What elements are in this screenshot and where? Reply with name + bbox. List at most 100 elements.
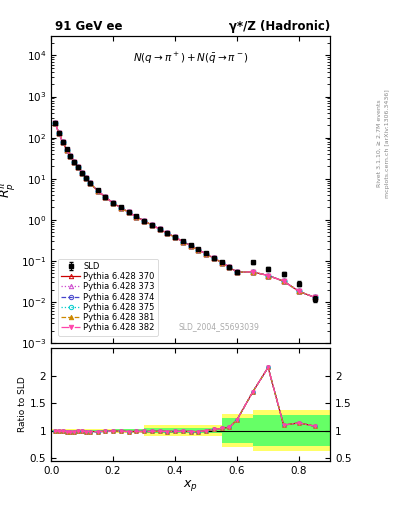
Pythia 6.428 370: [297, 288, 301, 294]
Pythia 6.428 381: [173, 234, 178, 241]
Pythia 6.428 375: [68, 153, 73, 159]
Pythia 6.428 382: [95, 187, 100, 194]
Pythia 6.428 381: [134, 214, 139, 220]
Pythia 6.428 382: [76, 164, 81, 170]
Pythia 6.428 373: [53, 120, 57, 126]
Pythia 6.428 375: [60, 139, 65, 145]
Pythia 6.428 382: [68, 153, 73, 159]
Pythia 6.428 373: [57, 130, 61, 136]
Pythia 6.428 374: [76, 164, 81, 170]
Y-axis label: Ratio to SLD: Ratio to SLD: [18, 377, 27, 432]
Pythia 6.428 375: [281, 278, 286, 284]
Pythia 6.428 370: [76, 164, 81, 170]
Pythia 6.428 374: [227, 264, 232, 270]
Pythia 6.428 382: [103, 194, 108, 200]
Pythia 6.428 374: [95, 187, 100, 194]
Pythia 6.428 381: [297, 288, 301, 294]
Text: Rivet 3.1.10, ≥ 2.7M events: Rivet 3.1.10, ≥ 2.7M events: [377, 99, 382, 187]
Pythia 6.428 370: [180, 239, 185, 245]
Pythia 6.428 370: [142, 218, 147, 224]
Pythia 6.428 375: [72, 159, 77, 165]
Pythia 6.428 373: [266, 272, 270, 279]
Pythia 6.428 381: [83, 175, 88, 181]
Pythia 6.428 382: [53, 120, 57, 126]
Pythia 6.428 374: [60, 139, 65, 145]
Pythia 6.428 381: [149, 222, 154, 228]
Pythia 6.428 370: [149, 222, 154, 228]
Pythia 6.428 373: [157, 226, 162, 232]
Pythia 6.428 374: [173, 234, 178, 241]
Pythia 6.428 373: [204, 251, 208, 257]
Pythia 6.428 375: [64, 146, 69, 153]
Pythia 6.428 382: [80, 170, 84, 176]
Pythia 6.428 375: [142, 218, 147, 224]
Pythia 6.428 373: [149, 222, 154, 228]
Pythia 6.428 375: [149, 222, 154, 228]
Pythia 6.428 382: [219, 260, 224, 266]
Pythia 6.428 370: [119, 204, 123, 210]
Pythia 6.428 382: [312, 294, 317, 301]
Pythia 6.428 375: [95, 187, 100, 194]
Pythia 6.428 374: [72, 159, 77, 165]
Pythia 6.428 381: [119, 204, 123, 210]
Pythia 6.428 381: [219, 260, 224, 266]
Pythia 6.428 373: [88, 180, 92, 186]
Pythia 6.428 381: [53, 120, 57, 126]
Pythia 6.428 374: [149, 222, 154, 228]
Pythia 6.428 381: [64, 146, 69, 153]
Pythia 6.428 375: [196, 247, 201, 253]
Line: Pythia 6.428 370: Pythia 6.428 370: [53, 120, 317, 300]
Y-axis label: $R^{\pi}_{p}$: $R^{\pi}_{p}$: [0, 181, 18, 198]
Pythia 6.428 382: [60, 139, 65, 145]
Pythia 6.428 374: [68, 153, 73, 159]
Pythia 6.428 370: [188, 243, 193, 249]
Pythia 6.428 373: [227, 264, 232, 270]
Pythia 6.428 381: [204, 251, 208, 257]
Pythia 6.428 374: [312, 294, 317, 301]
Pythia 6.428 370: [64, 146, 69, 153]
Pythia 6.428 381: [68, 153, 73, 159]
Pythia 6.428 374: [196, 247, 201, 253]
Text: $N(q\rightarrow\pi^+)+N(\bar{q}\rightarrow\pi^-)$: $N(q\rightarrow\pi^+)+N(\bar{q}\rightarr…: [132, 51, 249, 66]
Pythia 6.428 375: [227, 264, 232, 270]
Pythia 6.428 375: [180, 239, 185, 245]
Pythia 6.428 381: [165, 230, 170, 236]
Pythia 6.428 381: [250, 269, 255, 275]
Pythia 6.428 382: [134, 214, 139, 220]
Pythia 6.428 381: [188, 243, 193, 249]
Pythia 6.428 370: [211, 255, 216, 261]
Pythia 6.428 382: [250, 269, 255, 275]
Pythia 6.428 373: [165, 230, 170, 236]
Pythia 6.428 381: [157, 226, 162, 232]
Pythia 6.428 370: [88, 180, 92, 186]
Pythia 6.428 375: [211, 255, 216, 261]
Pythia 6.428 382: [227, 264, 232, 270]
Pythia 6.428 381: [60, 139, 65, 145]
Pythia 6.428 375: [83, 175, 88, 181]
Pythia 6.428 382: [173, 234, 178, 241]
Pythia 6.428 382: [281, 278, 286, 284]
Pythia 6.428 381: [95, 187, 100, 194]
Pythia 6.428 381: [72, 159, 77, 165]
Pythia 6.428 381: [211, 255, 216, 261]
Pythia 6.428 374: [281, 278, 286, 284]
Pythia 6.428 375: [80, 170, 84, 176]
Pythia 6.428 370: [72, 159, 77, 165]
Pythia 6.428 382: [235, 269, 239, 275]
Pythia 6.428 381: [180, 239, 185, 245]
Pythia 6.428 373: [297, 288, 301, 294]
Pythia 6.428 373: [95, 187, 100, 194]
Pythia 6.428 375: [204, 251, 208, 257]
Pythia 6.428 381: [266, 272, 270, 279]
Pythia 6.428 375: [134, 214, 139, 220]
Pythia 6.428 373: [188, 243, 193, 249]
Pythia 6.428 375: [76, 164, 81, 170]
Text: γ*/Z (Hadronic): γ*/Z (Hadronic): [229, 20, 330, 33]
Pythia 6.428 381: [57, 130, 61, 136]
Pythia 6.428 374: [80, 170, 84, 176]
Pythia 6.428 370: [134, 214, 139, 220]
Pythia 6.428 374: [250, 269, 255, 275]
Pythia 6.428 370: [173, 234, 178, 241]
Pythia 6.428 374: [142, 218, 147, 224]
Pythia 6.428 374: [297, 288, 301, 294]
